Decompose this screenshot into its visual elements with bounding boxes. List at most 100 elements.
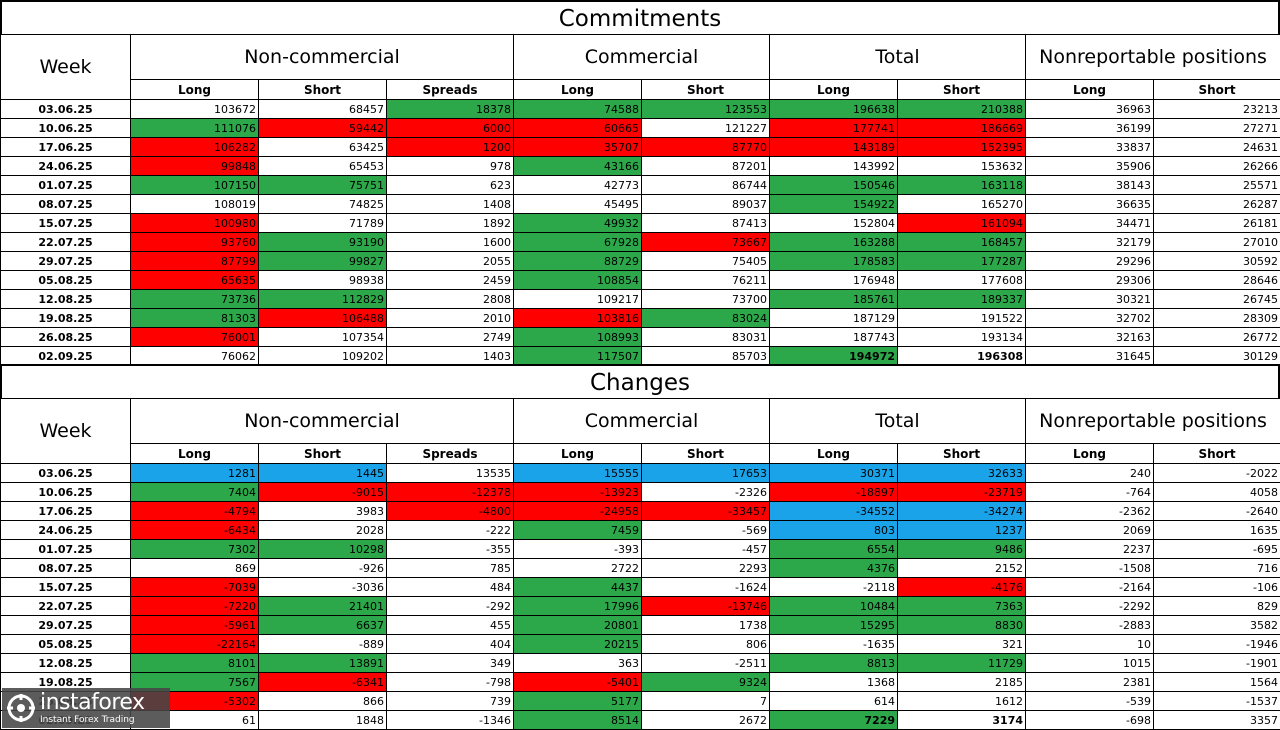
nonreportable-long-cell: 31645 [1026,347,1154,366]
noncommercial-spreads-cell: 1600 [387,233,514,252]
commercial-long-cell: 108993 [514,328,642,347]
commercial-short-cell: 73700 [642,290,770,309]
week-cell: 17.06.25 [1,502,131,521]
noncommercial-spreads-cell: 1200 [387,138,514,157]
week-cell: 12.08.25 [1,290,131,309]
instaforex-logo-icon [6,693,36,723]
nonreportable-long-cell: 36635 [1026,195,1154,214]
nonreportable-short-cell: 30129 [1154,347,1280,366]
total-long-cell: -1635 [770,635,898,654]
total-short-cell: 8830 [898,616,1026,635]
total-short-cell: 7363 [898,597,1026,616]
week-cell: 08.07.25 [1,195,131,214]
nonreportable-long-cell: 1015 [1026,654,1154,673]
noncommercial-long-cell: 869 [131,559,259,578]
noncommercial-long-cell: -4794 [131,502,259,521]
total-short-cell: 161094 [898,214,1026,233]
week-cell: 05.08.25 [1,635,131,654]
nonreportable-long-cell: -698 [1026,711,1154,730]
commercial-long-cell: 42773 [514,176,642,195]
commercial-long-cell: -5401 [514,673,642,692]
week-cell: 15.07.25 [1,578,131,597]
commercial-short-cell: -569 [642,521,770,540]
week-cell: 29.07.25 [1,252,131,271]
total-long-cell: 7229 [770,711,898,730]
noncommercial-header: Non-commercial [131,35,514,80]
noncommercial-spreads-cell: 6000 [387,119,514,138]
table-row: 02.09.25611848-13468514267272293174-6983… [1,711,1280,730]
noncommercial-spreads-cell: 2055 [387,252,514,271]
commercial-long-cell: 103816 [514,309,642,328]
noncommercial-long-cell: 107150 [131,176,259,195]
week-cell: 08.07.25 [1,559,131,578]
noncommercial-spreads-cell: -12378 [387,483,514,502]
noncommercial-long-cell: -6434 [131,521,259,540]
noncommercial-long-cell: 1281 [131,464,259,483]
commercial-short-header: Short [642,80,770,100]
nonreportable-short-cell: 4058 [1154,483,1280,502]
nonreportable-long-cell: 2069 [1026,521,1154,540]
nonreportable-long-cell: -2362 [1026,502,1154,521]
total-long-cell: 4376 [770,559,898,578]
nonreportable-long-cell: 32179 [1026,233,1154,252]
total-short-cell: 2185 [898,673,1026,692]
noncommercial-spreads-cell: -292 [387,597,514,616]
noncommercial-spreads-cell: -355 [387,540,514,559]
noncommercial-spreads-cell: 455 [387,616,514,635]
total-long-cell: 187743 [770,328,898,347]
total-short-cell: -34274 [898,502,1026,521]
commercial-long-cell: 363 [514,654,642,673]
noncommercial-spreads-cell: 349 [387,654,514,673]
commercial-long-cell: 20215 [514,635,642,654]
commercial-short-cell: -2326 [642,483,770,502]
commercial-short-cell: -33457 [642,502,770,521]
nonreportable-long-cell: 36963 [1026,100,1154,119]
total-short-cell: 2152 [898,559,1026,578]
noncommercial-short-cell: 71789 [259,214,387,233]
week-cell: 19.08.25 [1,309,131,328]
commercial-long-cell: 17996 [514,597,642,616]
noncommercial-long-cell: 7302 [131,540,259,559]
commercial-short-header: Short [642,444,770,464]
noncommercial-spreads-cell: 484 [387,578,514,597]
nonreportable-short-cell: 1635 [1154,521,1280,540]
logo-tagline: Instant Forex Trading [40,716,145,725]
week-cell: 24.06.25 [1,521,131,540]
week-cell: 01.07.25 [1,540,131,559]
total-long-cell: 194972 [770,347,898,366]
total-short-cell: 177287 [898,252,1026,271]
commercial-long-cell: 2722 [514,559,642,578]
total-short-cell: 196308 [898,347,1026,366]
week-cell: 26.08.25 [1,328,131,347]
noncommercial-short-cell: 93190 [259,233,387,252]
total-long-cell: 8813 [770,654,898,673]
total-long-cell: 143189 [770,138,898,157]
noncommercial-long-cell: 100980 [131,214,259,233]
noncommercial-long-cell: 81303 [131,309,259,328]
week-cell: 17.06.25 [1,138,131,157]
nonreportable-short-header: Short [1154,444,1280,464]
total-long-cell: 803 [770,521,898,540]
noncommercial-long-cell: 93760 [131,233,259,252]
commercial-long-cell: 4437 [514,578,642,597]
week-header: Week [1,35,131,100]
commercial-header: Commercial [514,399,770,444]
commercial-short-cell: 76211 [642,271,770,290]
total-short-cell: 1612 [898,692,1026,711]
noncommercial-long-header: Long [131,444,259,464]
noncommercial-short-cell: 21401 [259,597,387,616]
noncommercial-long-cell: -5961 [131,616,259,635]
nonreportable-long-cell: -2292 [1026,597,1154,616]
total-short-cell: 32633 [898,464,1026,483]
